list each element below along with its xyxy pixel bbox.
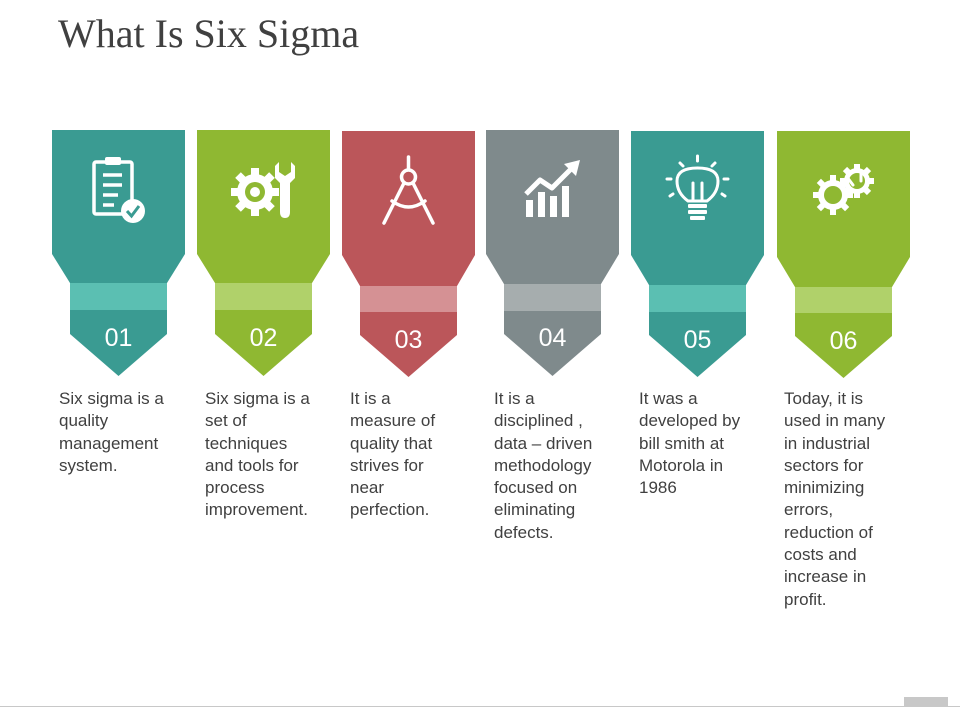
footer-tab <box>904 697 948 707</box>
lightbulb-icon <box>665 154 730 220</box>
step-number: 05 <box>683 326 712 354</box>
step-description-03: It is a measure of quality that strives … <box>350 389 436 520</box>
gear-wrench-icon <box>231 162 295 218</box>
step-number: 06 <box>829 327 858 355</box>
step-card-02: 02 <box>197 130 330 380</box>
step-description-04: It is a disciplined , data – driven meth… <box>494 389 593 542</box>
step-description-05: It was a developed by bill smith at Moto… <box>639 389 741 498</box>
step-number: 04 <box>538 324 567 352</box>
compass-icon <box>382 155 435 225</box>
footer-divider <box>0 706 960 707</box>
step-number: 02 <box>249 324 278 352</box>
step-card-04: 04 <box>486 130 619 380</box>
step-card-06: 06 <box>777 131 910 381</box>
step-description-02: Six sigma is a set of techniques and too… <box>205 389 310 520</box>
page-title: What Is Six Sigma <box>58 11 360 56</box>
step-card-03: 03 <box>342 131 475 381</box>
step-number: 01 <box>104 324 133 352</box>
step-description-01: Six sigma is a quality management system… <box>59 389 164 475</box>
bar-chart-arrow-icon <box>524 160 580 217</box>
step-card-01: 01 <box>52 130 185 380</box>
step-description-06: Today, it is used in many in industrial … <box>784 389 886 609</box>
step-number: 03 <box>394 326 423 354</box>
card-shape <box>52 130 185 376</box>
step-card-05: 05 <box>631 131 764 381</box>
gears-icon <box>813 164 874 215</box>
clipboard-check-icon <box>92 157 145 223</box>
